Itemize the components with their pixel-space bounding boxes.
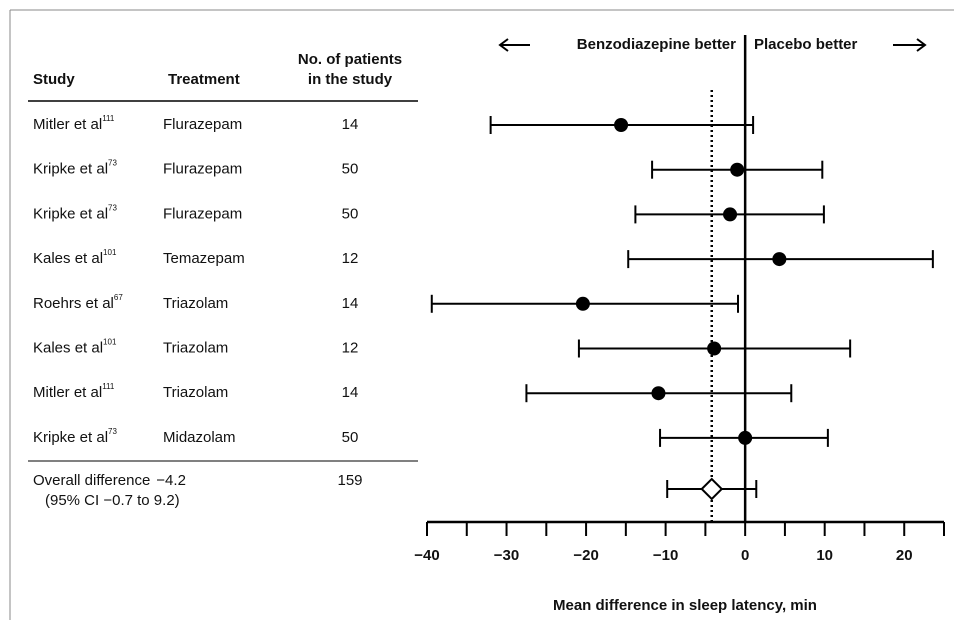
x-tick-label: 10 — [816, 547, 833, 564]
study-label: Kripke et al — [33, 429, 108, 446]
treatment: Flurazepam — [163, 161, 242, 178]
study-label: Mitler et al — [33, 384, 102, 401]
point-estimate — [575, 296, 590, 311]
study-label: Kripke et al — [33, 205, 108, 222]
patient-count: 12 — [342, 250, 359, 267]
reference: 111 — [102, 114, 115, 123]
overall-ci: (95% CI −0.7 to 9.2) — [45, 492, 180, 509]
treatment: Triazolam — [163, 384, 228, 401]
column-header: No. of patients — [298, 51, 402, 68]
treatment: Flurazepam — [163, 205, 242, 222]
treatment: Flurazepam — [163, 116, 242, 133]
patient-count: 50 — [342, 205, 359, 222]
treatment: Midazolam — [163, 429, 236, 446]
study-name: Kripke et al73 — [33, 159, 117, 178]
study-name: Kales et al101 — [33, 338, 117, 357]
study-name: Mitler et al111 — [33, 382, 115, 401]
x-tick-label: −10 — [653, 547, 678, 564]
study-label: Kripke et al — [33, 161, 108, 178]
overall-value: −4.2 — [156, 472, 186, 489]
point-estimate — [707, 341, 722, 356]
patient-count: 14 — [342, 384, 359, 401]
annotation: Placebo better — [754, 36, 858, 53]
reference: 111 — [102, 382, 115, 391]
patient-count: 159 — [337, 472, 362, 489]
study-name: Kripke et al73 — [33, 204, 117, 223]
point-estimate — [772, 252, 787, 267]
study-label: Roehrs et al — [33, 295, 114, 312]
study-name: Kales et al101 — [33, 248, 117, 267]
study-name: Mitler et al111 — [33, 114, 115, 133]
x-tick-label: −30 — [494, 547, 519, 564]
study-label: Kales et al — [33, 339, 103, 356]
x-tick-label: −40 — [414, 547, 439, 564]
x-tick-label: −20 — [573, 547, 598, 564]
patient-count: 12 — [342, 339, 359, 356]
patient-count: 50 — [342, 429, 359, 446]
patient-count: 50 — [342, 161, 359, 178]
overall-diamond — [700, 477, 724, 501]
reference: 67 — [114, 293, 123, 302]
overall-label: Overall difference −4.2 — [33, 472, 186, 489]
point-estimate — [651, 386, 666, 401]
arrows — [498, 38, 927, 52]
reference: 101 — [103, 338, 117, 347]
annotation: Benzodiazepine better — [577, 36, 736, 53]
reference: 73 — [108, 204, 117, 213]
patient-count: 14 — [342, 295, 359, 312]
treatment: Temazepam — [163, 250, 245, 267]
column-header: Study — [33, 71, 75, 88]
point-estimate — [723, 207, 738, 222]
treatment: Triazolam — [163, 295, 228, 312]
reference: 73 — [108, 427, 117, 436]
treatment: Triazolam — [163, 339, 228, 356]
overall-text: Overall difference — [33, 472, 150, 489]
reference: 73 — [108, 159, 117, 168]
study-label: Mitler et al — [33, 116, 102, 133]
point-estimate — [738, 430, 753, 445]
point-estimate — [614, 118, 629, 132]
study-label: Kales et al — [33, 250, 103, 267]
patient-count: 14 — [342, 116, 359, 133]
x-axis-label: Mean difference in sleep latency, min — [553, 597, 817, 614]
column-header: in the study — [308, 71, 393, 88]
x-tick-label: 0 — [741, 547, 749, 564]
x-tick-label: 20 — [896, 547, 913, 564]
point-estimate — [730, 162, 745, 177]
study-name: Roehrs et al67 — [33, 293, 123, 312]
reference: 101 — [103, 248, 117, 257]
column-header: Treatment — [168, 71, 240, 88]
study-name: Kripke et al73 — [33, 427, 117, 446]
